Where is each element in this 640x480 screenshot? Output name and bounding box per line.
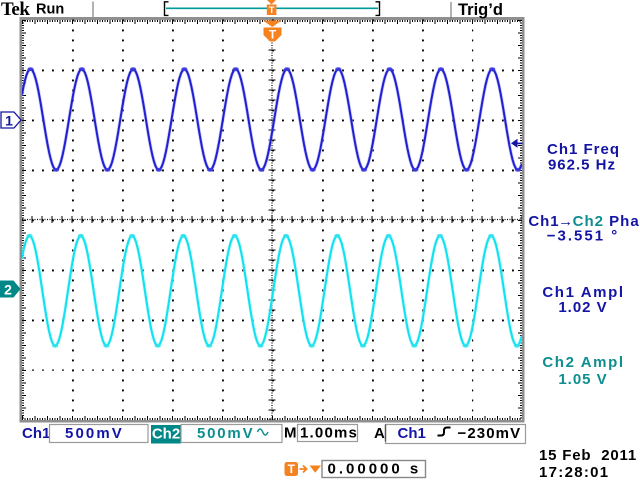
svg-text:1.00ms: 1.00ms bbox=[300, 425, 358, 442]
svg-text:500mV: 500mV bbox=[65, 425, 124, 442]
svg-text:15 Feb 2011: 15 Feb 2011 bbox=[539, 447, 637, 464]
svg-text:Ch1: Ch1 bbox=[22, 425, 50, 442]
svg-text:2: 2 bbox=[4, 282, 12, 298]
svg-text:Ch2 Ampl: Ch2 Ampl bbox=[542, 354, 624, 371]
svg-text:Tek: Tek bbox=[1, 0, 30, 20]
svg-text:Ch1 Freq: Ch1 Freq bbox=[547, 141, 620, 158]
svg-text:Run: Run bbox=[36, 2, 64, 18]
svg-text:Trig’d: Trig’d bbox=[458, 1, 503, 19]
svg-text:M: M bbox=[284, 425, 297, 442]
svg-text:1.02 V: 1.02 V bbox=[558, 299, 607, 316]
svg-text:−230mV: −230mV bbox=[458, 425, 522, 442]
svg-text:Ch1: Ch1 bbox=[398, 425, 426, 442]
svg-text:1: 1 bbox=[5, 113, 13, 129]
svg-text:962.5 Hz: 962.5 Hz bbox=[548, 157, 616, 174]
svg-text:Ch1→Ch2 Pha: Ch1→Ch2 Pha bbox=[528, 213, 639, 230]
svg-text:17:28:01: 17:28:01 bbox=[539, 464, 609, 480]
svg-text:T: T bbox=[288, 462, 296, 476]
svg-text:−3.551 °: −3.551 ° bbox=[547, 228, 619, 245]
svg-text:Ch1 Ampl: Ch1 Ampl bbox=[542, 284, 624, 301]
svg-text:T: T bbox=[269, 28, 277, 42]
svg-text:500mV: 500mV bbox=[197, 425, 254, 442]
svg-text:T: T bbox=[269, 5, 275, 16]
svg-text:A: A bbox=[374, 425, 385, 442]
svg-text:0.00000 s: 0.00000 s bbox=[328, 461, 422, 478]
svg-text:1.05 V: 1.05 V bbox=[558, 371, 607, 388]
svg-text:Ch2: Ch2 bbox=[152, 426, 180, 443]
